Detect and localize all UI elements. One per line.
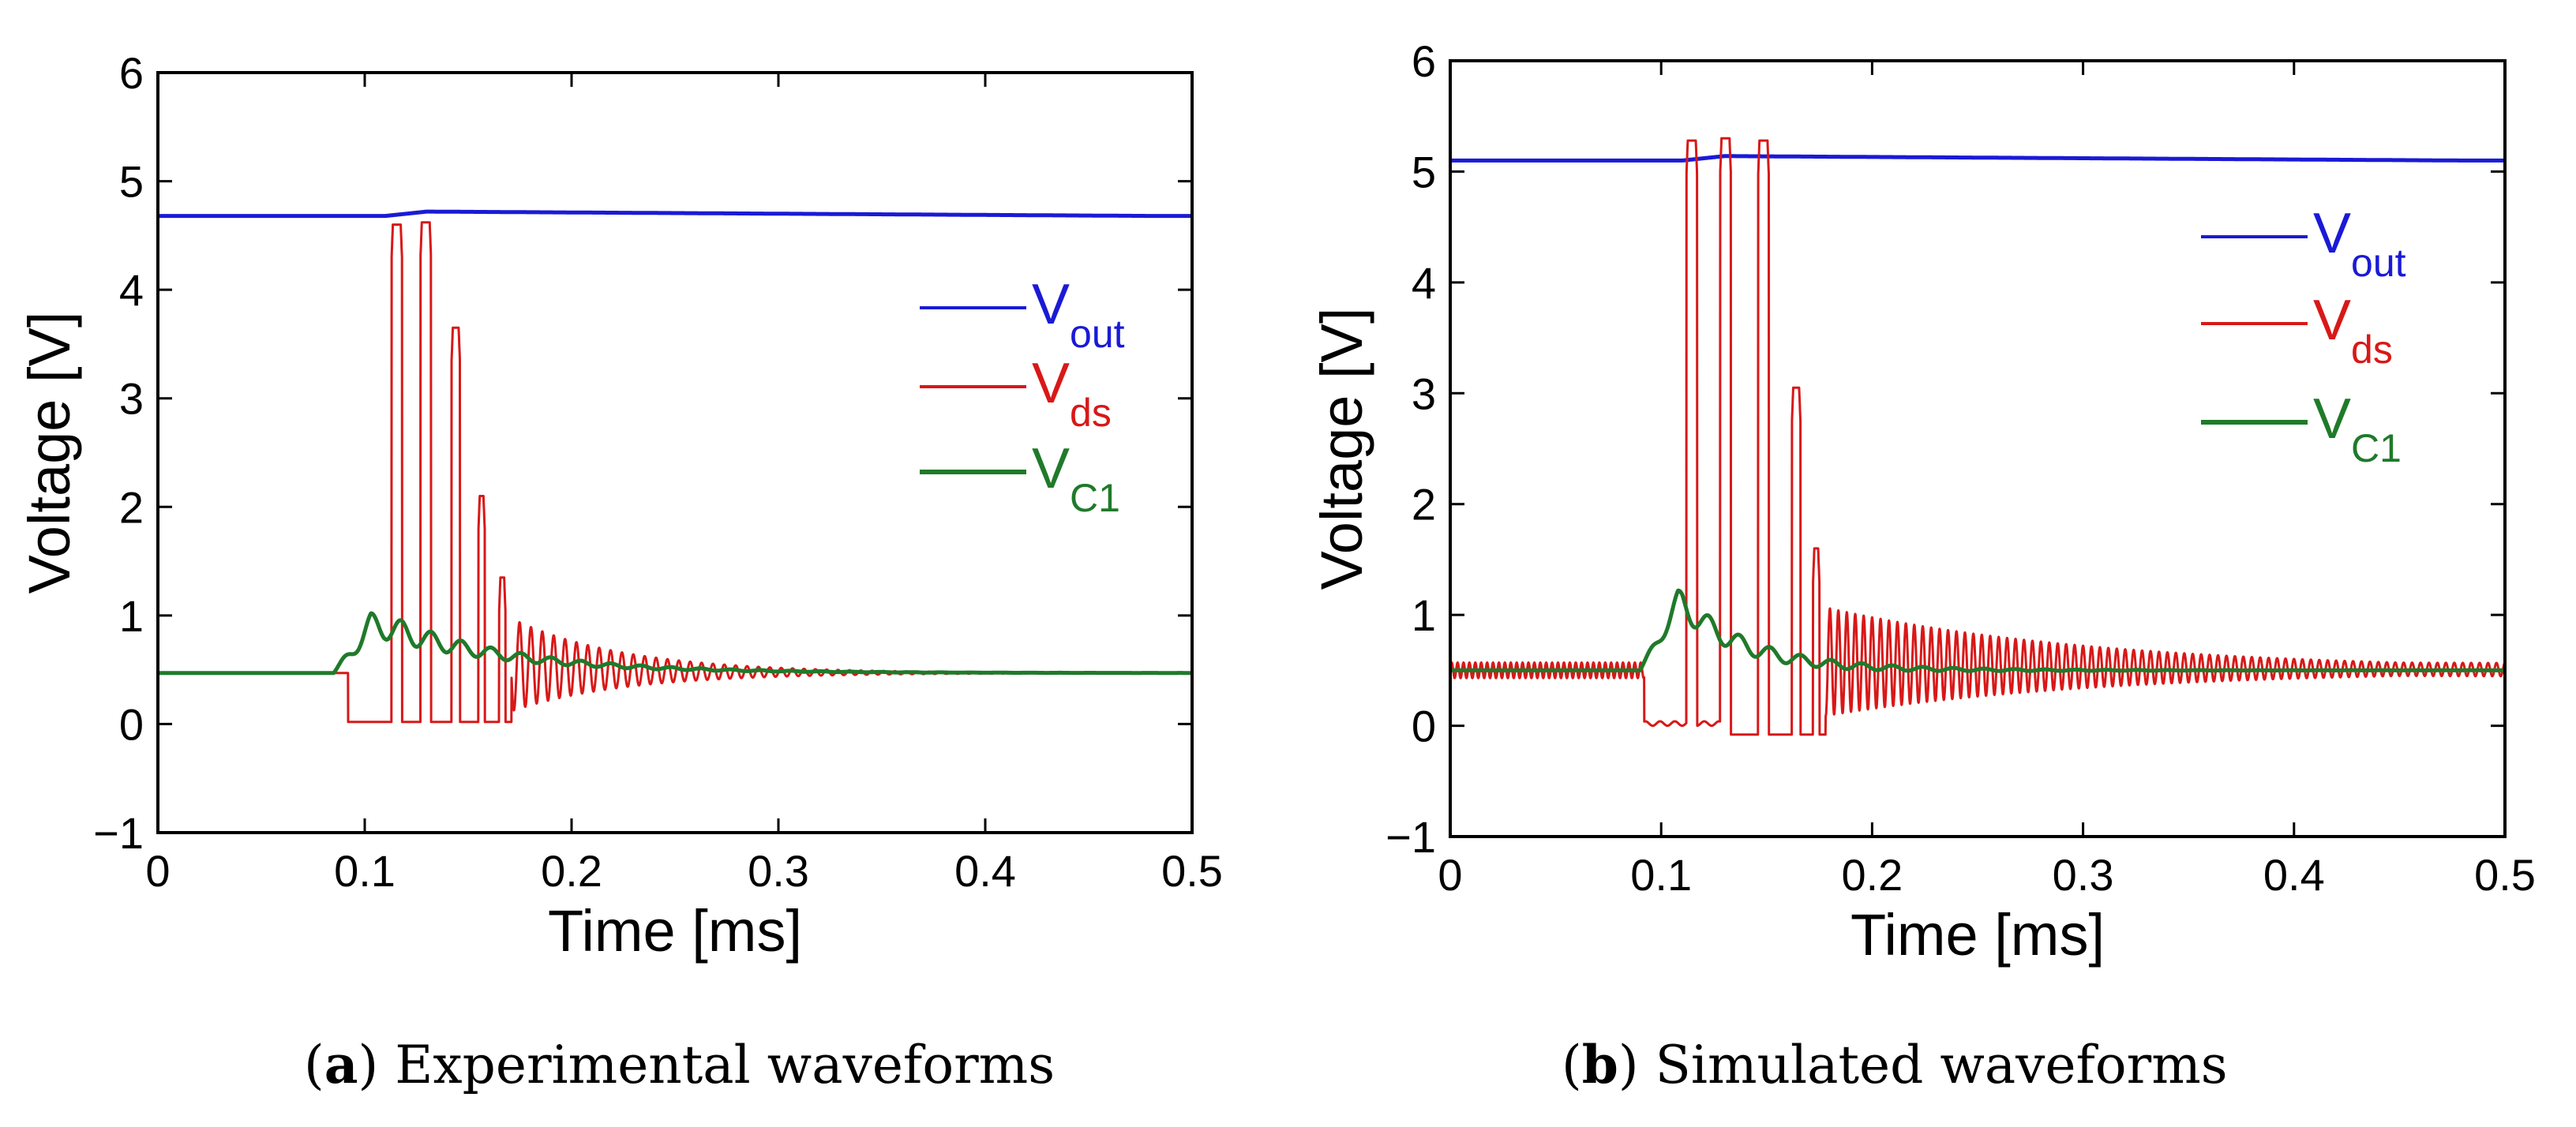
- x-tick-label: 0: [1438, 850, 1462, 900]
- series-line-c1: [158, 611, 1192, 676]
- plot-frame: [1449, 59, 2507, 838]
- y-tick-label: 1: [119, 591, 144, 641]
- y-tick-label: −1: [1385, 812, 1436, 862]
- legend-label-out: Vout: [1032, 273, 1125, 356]
- y-tick-label: 6: [119, 48, 144, 98]
- y-tick-label: 2: [119, 482, 144, 532]
- x-tick-label: 0.4: [2263, 850, 2325, 900]
- y-axis-label: Voltage [V]: [1309, 308, 1374, 590]
- y-tick-label: 4: [1412, 258, 1436, 308]
- x-axis-label: Time [ms]: [548, 898, 802, 964]
- y-tick-label: 0: [119, 699, 144, 749]
- y-tick-label: 3: [1412, 369, 1436, 418]
- x-tick-label: 0.3: [748, 846, 809, 896]
- y-tick-label: 5: [119, 157, 144, 207]
- x-tick-label: 0.5: [1161, 846, 1223, 896]
- legend-label-out: Vout: [2313, 202, 2406, 285]
- y-tick-label: 4: [119, 265, 144, 315]
- y-tick-label: 0: [1412, 702, 1436, 751]
- legend-label-c1: VC1: [2313, 388, 2402, 470]
- x-tick-label: 0.1: [1630, 850, 1692, 900]
- x-tick-label: 0.3: [2053, 850, 2114, 900]
- legend-label-ds: Vds: [2313, 289, 2393, 372]
- plot-frame: [156, 71, 1194, 834]
- y-tick-label: 6: [1412, 36, 1436, 86]
- caption-b: (b) Simulated waveforms: [1562, 1034, 2228, 1095]
- series-line-ds: [1450, 137, 2505, 736]
- x-tick-label: 0.4: [954, 846, 1016, 896]
- legend-label-c1: VC1: [1032, 437, 1120, 520]
- caption-a-text: Experimental waveforms: [395, 1035, 1056, 1095]
- x-tick-label: 0.5: [2474, 850, 2536, 900]
- x-tick-label: 0.1: [334, 846, 396, 896]
- y-tick-label: −1: [93, 808, 144, 858]
- x-tick-label: 0.2: [541, 846, 602, 896]
- y-tick-label: 3: [119, 374, 144, 424]
- series-line-out: [158, 209, 1192, 219]
- legend-label-ds: Vds: [1032, 352, 1112, 435]
- series-line-c1: [1450, 588, 2505, 673]
- x-tick-label: 0.2: [1841, 850, 1903, 900]
- y-tick-label: 1: [1412, 590, 1436, 640]
- y-axis-label: Voltage [V]: [17, 312, 82, 594]
- caption-b-text: Simulated waveforms: [1655, 1035, 2228, 1095]
- y-tick-label: 2: [1412, 480, 1436, 530]
- x-axis-label: Time [ms]: [1850, 902, 2105, 968]
- x-tick-label: 0: [145, 846, 170, 896]
- caption-a: (a) Experimental waveforms: [304, 1034, 1056, 1095]
- y-tick-label: 5: [1412, 147, 1436, 197]
- series-line-out: [1450, 154, 2505, 163]
